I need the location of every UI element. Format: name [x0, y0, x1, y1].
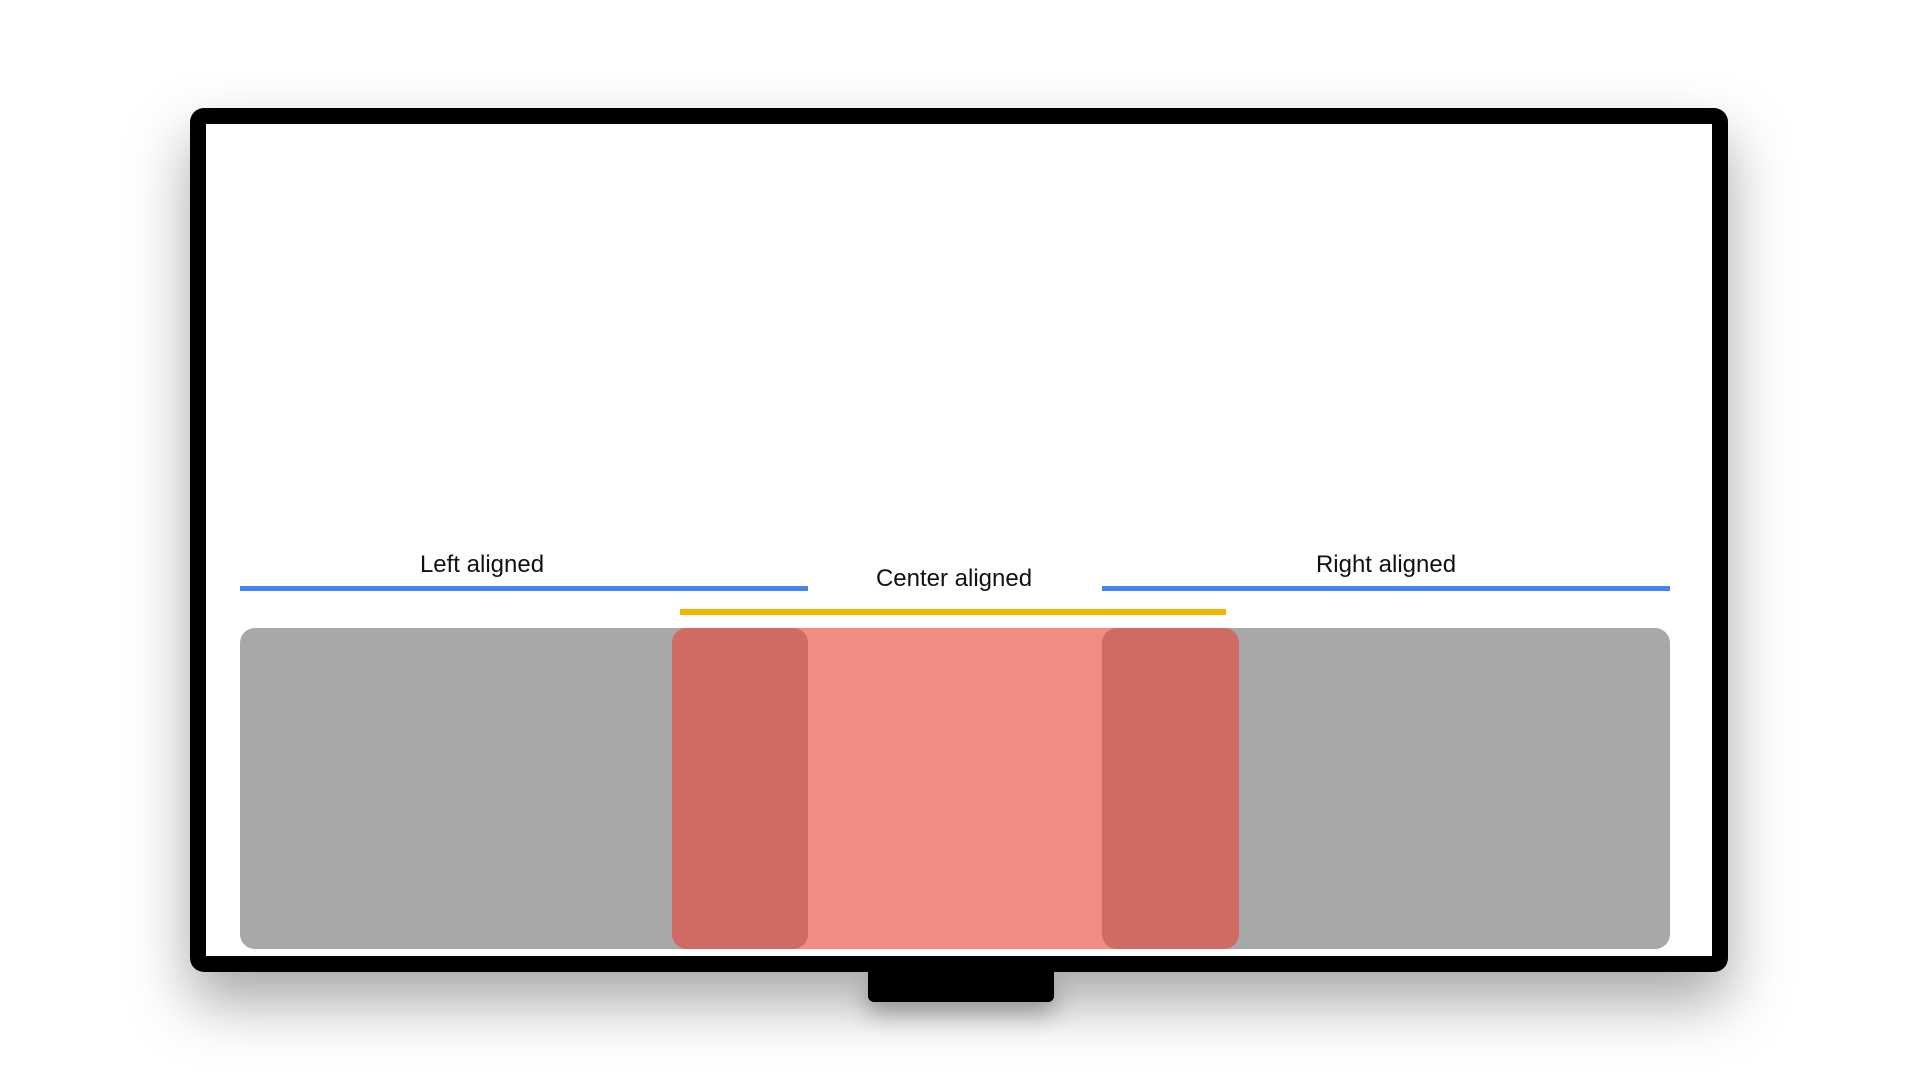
- right-aligned-label: Right aligned: [1315, 551, 1457, 578]
- center-alignment-line: [680, 609, 1226, 615]
- left-alignment-line: [240, 586, 808, 591]
- right-alignment-line: [1102, 586, 1670, 591]
- center-aligned-label: Center aligned: [875, 565, 1033, 592]
- left-aligned-label: Left aligned: [419, 551, 545, 578]
- focus-right-edge: [1102, 628, 1239, 949]
- tv-stand: [868, 972, 1054, 1002]
- focus-left-edge: [672, 628, 808, 949]
